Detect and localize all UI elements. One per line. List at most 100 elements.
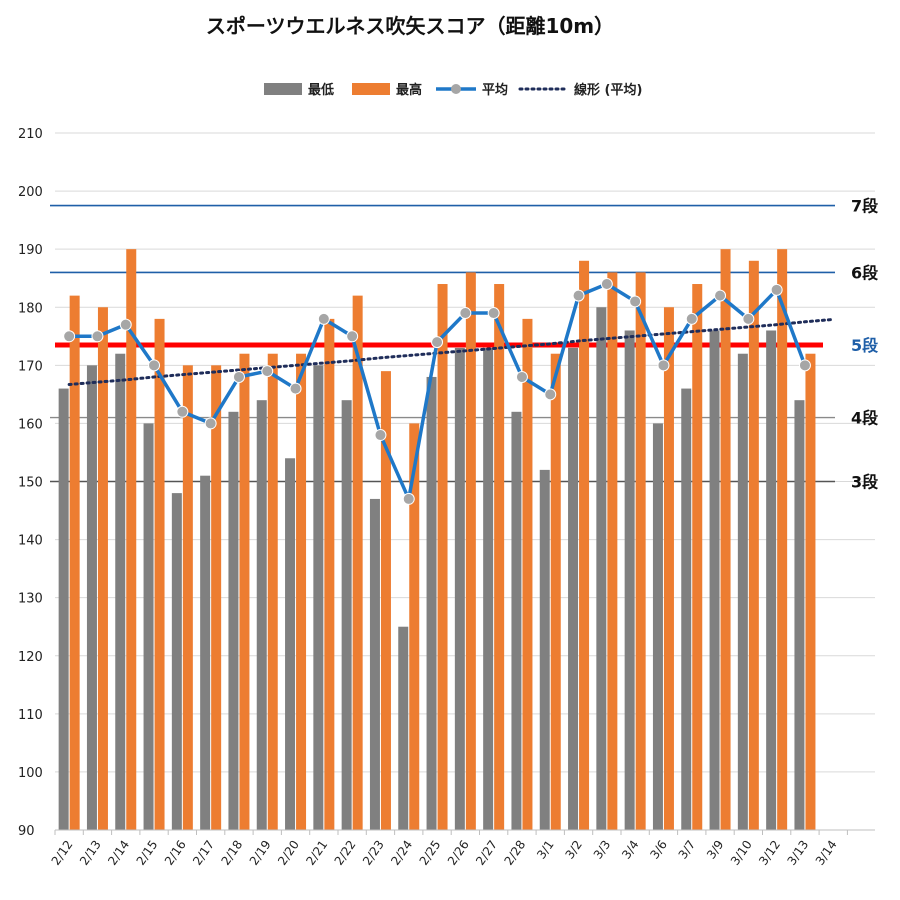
y-tick-label: 140: [18, 534, 43, 549]
bar-min: [794, 400, 805, 830]
bar-min: [200, 475, 211, 830]
bar-min: [568, 347, 579, 830]
bar-max: [380, 371, 391, 830]
reference-label: 5段: [851, 336, 879, 355]
reference-label: 7段: [851, 197, 879, 216]
x-tick-label: 3/4: [619, 838, 642, 862]
bar-min: [86, 365, 97, 830]
average-point: [119, 318, 132, 331]
bar-min: [256, 400, 267, 830]
bar-max: [409, 423, 420, 830]
legend-label-max: 最高: [396, 82, 422, 98]
bar-min: [511, 411, 522, 830]
x-tick-label: 2/17: [190, 838, 217, 868]
average-point: [770, 283, 783, 296]
y-tick-label: 90: [18, 824, 35, 839]
bar-min: [313, 365, 324, 830]
average-point: [544, 388, 557, 401]
average-point: [176, 405, 189, 418]
x-tick-label: 2/28: [501, 838, 528, 868]
bar-max: [692, 284, 703, 830]
y-tick-label: 190: [18, 243, 43, 258]
bar-max: [579, 260, 590, 830]
bar-min: [398, 626, 409, 830]
x-tick-label: 2/24: [388, 838, 415, 868]
trendline-path: [67, 317, 835, 387]
bar-min: [539, 469, 550, 830]
x-tick-label: 2/22: [332, 838, 359, 868]
bar-min: [285, 458, 296, 830]
bar-min: [341, 400, 352, 830]
bar-max: [324, 318, 335, 830]
average-point: [148, 359, 161, 372]
bar-min: [228, 411, 239, 830]
bar-max: [352, 295, 363, 831]
x-tick-label: 2/14: [105, 838, 132, 868]
x-tick-label: 2/16: [162, 838, 189, 868]
bar-max: [465, 272, 476, 830]
bar-min: [596, 307, 607, 830]
bar-max: [777, 249, 788, 830]
bar-max: [211, 365, 222, 830]
bar-max: [635, 272, 646, 830]
bar-max: [182, 365, 193, 830]
bar-min: [766, 330, 777, 830]
x-tick-label: 3/14: [813, 838, 840, 868]
average-point: [289, 382, 302, 395]
bar-min: [709, 330, 720, 830]
x-tick-label: 3/12: [756, 838, 783, 868]
bar-max: [267, 353, 278, 830]
average-point: [487, 307, 500, 320]
average-point: [685, 312, 698, 325]
y-tick-label: 160: [18, 417, 43, 432]
average-point: [374, 429, 387, 442]
bar-max: [437, 284, 448, 830]
average-point: [629, 295, 642, 308]
x-tick-label: 2/26: [445, 838, 472, 868]
legend-label-min: 最低: [308, 82, 334, 98]
x-tick-label: 2/25: [417, 838, 444, 868]
bar-max: [663, 307, 674, 830]
bar-min: [483, 347, 494, 830]
y-tick-label: 150: [18, 476, 43, 491]
y-tick-label: 110: [18, 708, 43, 723]
x-tick-label: 2/19: [247, 838, 274, 868]
average-point: [232, 370, 245, 383]
bars: [58, 249, 816, 831]
bar-min: [652, 423, 663, 830]
average-point: [317, 312, 330, 325]
bar-max: [126, 249, 137, 830]
x-tick-label: 3/6: [647, 838, 670, 862]
bar-min: [624, 330, 635, 830]
average-point: [261, 365, 274, 378]
bar-max: [522, 318, 533, 830]
legend-swatch-min: [264, 83, 302, 95]
x-tick-label: 3/1: [534, 838, 557, 862]
bar-min: [171, 493, 182, 830]
bar-max: [97, 307, 108, 830]
y-tick-label: 180: [18, 301, 43, 316]
legend: 最低 最高 平均 線形 (平均): [264, 82, 642, 98]
x-tick-label: 2/23: [360, 838, 387, 868]
average-point: [798, 359, 811, 372]
reference-label: 6段: [851, 263, 879, 282]
x-tick-label: 2/15: [134, 838, 161, 868]
bar-max: [296, 353, 307, 830]
x-tick-label: 3/3: [591, 838, 614, 862]
average-line: [63, 278, 811, 505]
average-point: [742, 312, 755, 325]
x-tick-label: 3/13: [784, 838, 811, 868]
average-point: [402, 492, 415, 505]
x-tick-label: 3/10: [728, 838, 755, 868]
x-tick-label: 2/12: [49, 838, 76, 868]
bar-min: [115, 353, 126, 830]
bar-max: [239, 353, 250, 830]
bar-max: [748, 260, 759, 830]
legend-label-trend: 線形 (平均): [574, 82, 642, 98]
y-tick-label: 200: [18, 185, 43, 200]
bar-max: [805, 353, 816, 830]
bar-max: [550, 353, 561, 830]
reference-label: 4段: [851, 409, 879, 428]
x-tick-label: 3/9: [704, 838, 727, 862]
